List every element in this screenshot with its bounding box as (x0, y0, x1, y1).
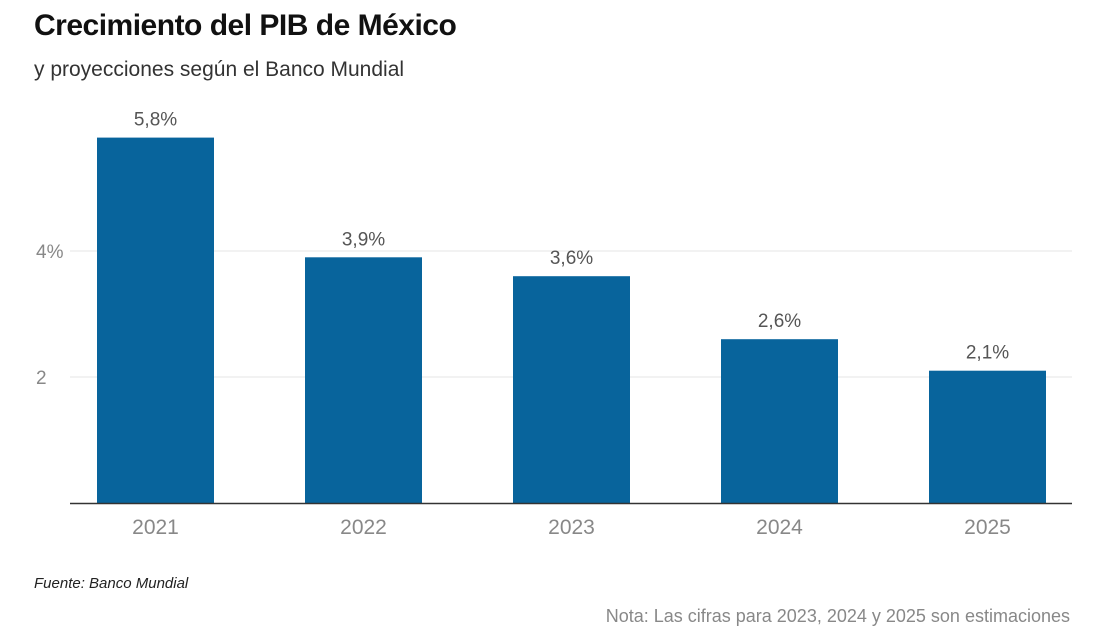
y-tick-label-4: 4% (36, 242, 64, 263)
estimates-note: Nota: Las cifras para 2023, 2024 y 2025 … (605, 606, 1070, 626)
bar-2022 (305, 257, 422, 503)
y-axis-ticks: 2 4% (36, 242, 64, 389)
value-label-2025: 2,1% (966, 343, 1009, 364)
x-tick-label-2024: 2024 (756, 516, 803, 539)
value-label-2021: 5,8% (134, 110, 177, 131)
x-axis-ticks: 2021 2022 2023 2024 2025 (132, 516, 1011, 539)
y-tick-label-2: 2 (36, 368, 47, 389)
value-label-2024: 2,6% (758, 311, 801, 332)
bar-2023 (513, 276, 630, 503)
source-note: Fuente: Banco Mundial (34, 575, 189, 592)
value-labels: 5,8% 3,9% 3,6% 2,6% 2,1% (134, 110, 1009, 364)
value-label-2022: 3,9% (342, 229, 385, 250)
x-tick-label-2021: 2021 (132, 516, 179, 539)
chart-title: Crecimiento del PIB de México (34, 9, 457, 42)
x-tick-label-2025: 2025 (964, 516, 1011, 539)
x-tick-label-2023: 2023 (548, 516, 595, 539)
chart-subtitle: y proyecciones según el Banco Mundial (34, 58, 405, 81)
bar-2025 (929, 370, 1046, 503)
bars (97, 137, 1046, 503)
bar-2021 (97, 137, 214, 503)
value-label-2023: 3,6% (550, 248, 593, 269)
bar-2024 (721, 339, 838, 503)
x-tick-label-2022: 2022 (340, 516, 387, 539)
